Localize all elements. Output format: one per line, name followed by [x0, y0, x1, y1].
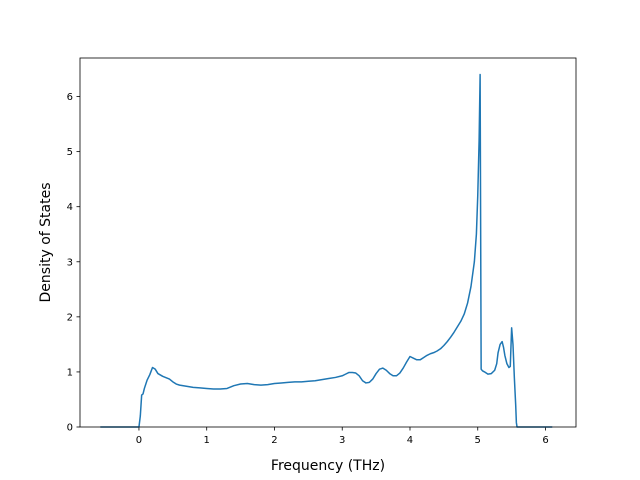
y-tick-label: 0 — [67, 423, 73, 434]
x-tick-label: 2 — [271, 435, 277, 446]
x-tick-label: 1 — [204, 435, 210, 446]
x-tick-label: 0 — [136, 435, 142, 446]
y-tick-label: 3 — [67, 257, 73, 268]
x-tick-label: 5 — [475, 435, 481, 446]
y-tick-label: 1 — [67, 367, 73, 378]
dos-series-line — [100, 73, 553, 428]
x-tick-label: 3 — [339, 435, 345, 446]
y-axis-ticks: 0 1 2 3 4 5 6 — [67, 92, 80, 434]
x-tick-label: 6 — [542, 435, 548, 446]
plot-frame — [79, 57, 577, 428]
x-axis-label: Frequency (THz) — [271, 458, 385, 474]
x-tick-label: 4 — [407, 435, 413, 446]
y-tick-label: 6 — [67, 92, 73, 103]
y-tick-label: 5 — [67, 147, 73, 158]
y-tick-label: 2 — [67, 312, 73, 323]
plot-area — [80, 58, 576, 427]
y-tick-label: 4 — [67, 202, 73, 213]
y-axis-label: Density of States — [38, 183, 54, 303]
